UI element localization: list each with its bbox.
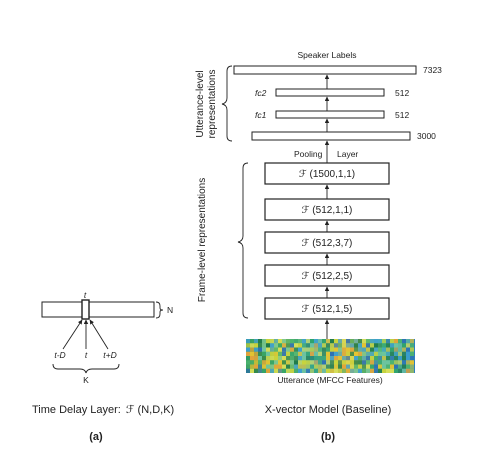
- pool-dim: 3000: [417, 131, 436, 141]
- output-layer-bar: [233, 65, 417, 75]
- pooling-bar: [251, 131, 411, 141]
- frame-layer-512-1-1: ℱ (512,1,1): [264, 198, 390, 221]
- svg-text:ℱ (512,1,1): ℱ (512,1,1): [302, 205, 353, 216]
- fc2-dim: 512: [395, 88, 409, 98]
- t-top-label: t: [84, 290, 87, 300]
- frame-layer-512-1-5: ℱ (512,1,5): [264, 297, 390, 320]
- input-label: Utterance (MFCC Features): [277, 375, 382, 385]
- t-mid-label: t: [85, 350, 88, 360]
- fc1-bar: [275, 110, 385, 119]
- layer-label: Layer: [337, 149, 358, 159]
- mfcc-spectrogram: [246, 339, 415, 373]
- n-label: N: [167, 305, 173, 315]
- output-dim: 7323: [423, 65, 442, 75]
- panel-b-letter: (b): [321, 431, 335, 443]
- xvector-caption: X-vector Model (Baseline): [265, 404, 392, 416]
- svg-text:ℱ (512,2,5): ℱ (512,2,5): [302, 271, 353, 282]
- panel-a-letter: (a): [89, 431, 103, 443]
- fc2-label: fc2: [255, 88, 267, 98]
- speaker-labels-title: Speaker Labels: [297, 50, 356, 60]
- tdl-bar: [41, 301, 155, 318]
- arrow-t-minus: [62, 319, 83, 350]
- pooling-label: Pooling: [294, 149, 323, 159]
- svg-text:ℱ (1500,1,1): ℱ (1500,1,1): [299, 169, 355, 180]
- utterance-level-label: Utterance-levelrepresentations: [195, 70, 218, 139]
- arrow-t-plus: [89, 319, 109, 350]
- time-delay-layer-panel: t N t-D t t+D K Time Delay Layer: ℱ (N,D,…: [32, 290, 174, 443]
- frame-layer-1500: ℱ (1500,1,1): [264, 162, 390, 185]
- k-label: K: [83, 375, 89, 385]
- svg-text:ℱ (512,1,5): ℱ (512,1,5): [302, 304, 353, 315]
- tdl-center-frame: [81, 299, 90, 320]
- k-brace: [52, 363, 120, 374]
- n-brace: [155, 301, 164, 319]
- frame-brace: [237, 162, 249, 319]
- frame-level-label: Frame-level representations: [197, 178, 208, 303]
- fc1-dim: 512: [395, 110, 409, 120]
- frame-layer-512-2-5: ℱ (512,2,5): [264, 264, 390, 287]
- xvector-model-panel: Speaker Labels 7323 fc2 512 fc1 512 3000…: [195, 50, 442, 443]
- utterance-brace: [221, 65, 233, 142]
- t-plus-label: t+D: [103, 350, 116, 360]
- fc2-bar: [275, 88, 385, 97]
- fc1-label: fc1: [255, 110, 267, 120]
- frame-layer-512-3-7: ℱ (512,3,7): [264, 231, 390, 254]
- t-minus-label: t-D: [54, 350, 65, 360]
- tdl-caption: Time Delay Layer: ℱ (N,D,K): [32, 404, 174, 416]
- svg-text:ℱ (512,3,7): ℱ (512,3,7): [302, 238, 353, 249]
